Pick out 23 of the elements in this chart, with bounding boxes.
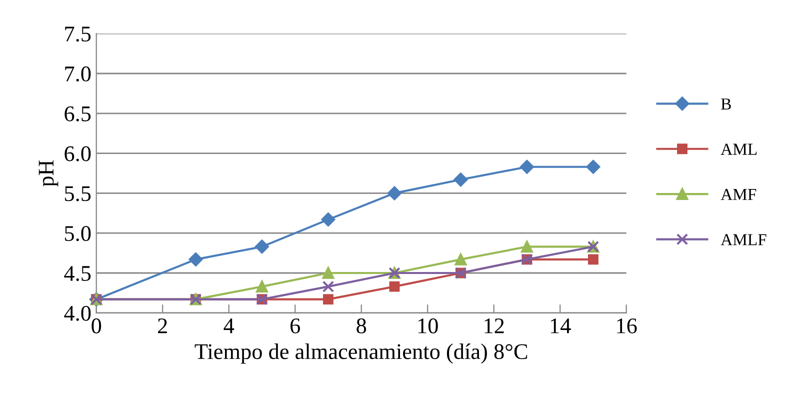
y-tick-label: 7.0 — [65, 66, 91, 82]
x-tick-label: 10 — [418, 318, 438, 334]
y-tick-label: 5.5 — [65, 186, 91, 202]
legend-label: AML — [720, 144, 757, 155]
y-tick-label: 4.0 — [64, 306, 91, 321]
x-tick-label: 14 — [550, 318, 571, 334]
x-tick-label: 8 — [356, 318, 366, 334]
y-tick-label: 6.5 — [64, 106, 91, 122]
x-tick-label: 4 — [224, 318, 234, 334]
x-axis-title: Tiempo de almacenamiento (día) 8°C — [194, 343, 528, 364]
y-tick-label: 6.0 — [64, 146, 91, 162]
x-tick-label: 16 — [617, 318, 637, 334]
y-axis-title: pH — [38, 160, 58, 186]
y-tick-label: 7.5 — [65, 26, 91, 42]
x-tick-label: 2 — [158, 318, 167, 334]
y-tick-label: 5.0 — [65, 226, 91, 242]
x-tick-label: 12 — [484, 318, 504, 334]
legend-label: AMLF — [720, 234, 766, 246]
x-tick-label: 6 — [290, 318, 300, 334]
legend-label: B — [721, 98, 731, 110]
x-tick-label: 0 — [92, 318, 102, 334]
legend-label: AMF — [720, 188, 756, 200]
y-tick-label: 4.5 — [64, 266, 91, 282]
